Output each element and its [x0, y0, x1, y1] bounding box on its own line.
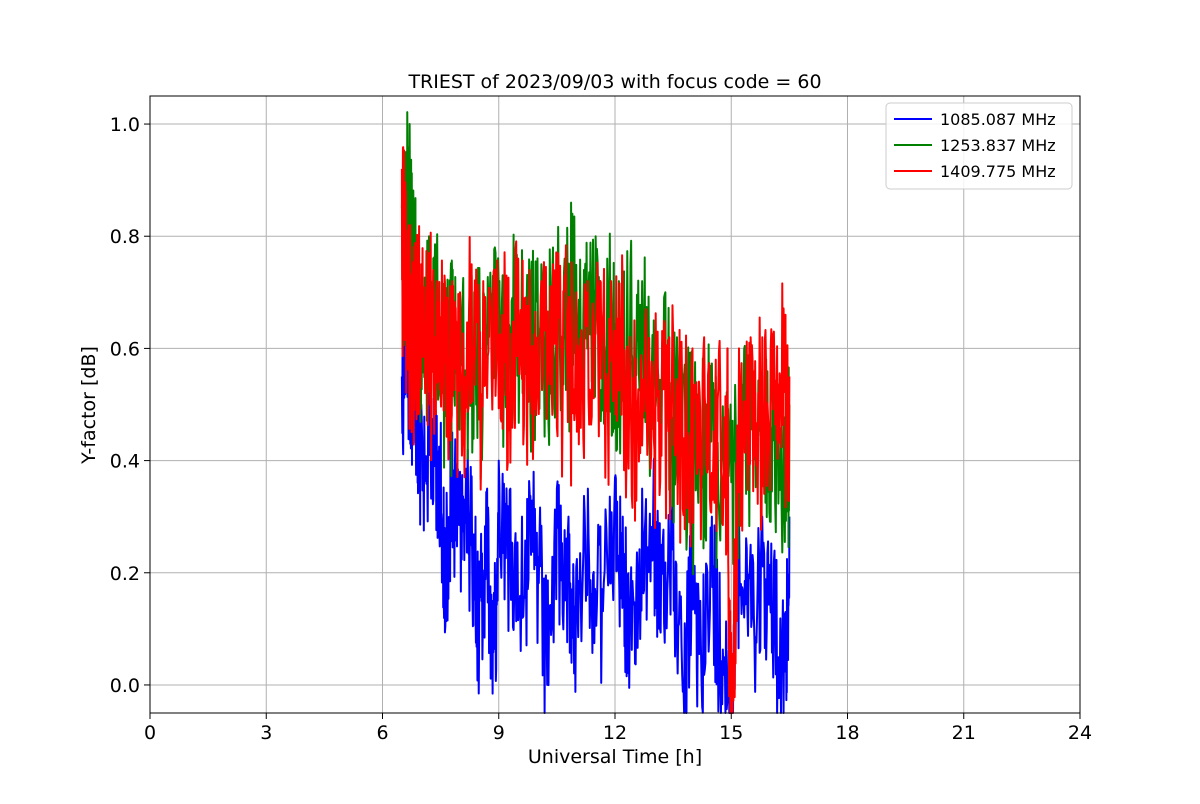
x-tick-label: 24	[1068, 722, 1092, 744]
x-tick-label: 12	[603, 722, 627, 744]
x-tick-label: 0	[144, 722, 156, 744]
y-tick-label: 0.0	[110, 675, 140, 697]
x-axis-label: Universal Time [h]	[528, 746, 702, 768]
x-tick-label: 6	[376, 722, 388, 744]
legend-box	[885, 102, 1073, 190]
x-tick-label: 21	[952, 722, 976, 744]
legend: 1085.087 MHz 1253.837 MHz 1409.775 MHz	[885, 102, 1073, 190]
chart-title: TRIEST of 2023/09/03 with focus code = 6…	[407, 71, 821, 93]
y-tick-label: 0.6	[110, 338, 140, 360]
legend-label: 1253.837 MHz	[940, 136, 1056, 155]
y-tick-label: 1.0	[110, 114, 140, 136]
x-tick-label: 15	[719, 722, 743, 744]
x-tick-label: 18	[835, 722, 859, 744]
y-tick-label: 0.2	[110, 563, 140, 585]
legend-label: 1085.087 MHz	[940, 110, 1056, 129]
y-tick-label: 0.4	[110, 451, 140, 473]
x-tick-label: 9	[493, 722, 505, 744]
y-axis-ticks: 0.0 0.2 0.4 0.6 0.8 1.0	[110, 114, 150, 697]
series-lines	[400, 111, 791, 714]
legend-label: 1409.775 MHz	[940, 162, 1056, 181]
x-axis-ticks: 0 3 6 9 12 15 18 21 24	[144, 713, 1092, 744]
y-axis-label: Y-factor [dB]	[78, 346, 100, 465]
x-tick-label: 3	[260, 722, 272, 744]
series-line-3	[400, 146, 791, 714]
y-tick-label: 0.8	[110, 226, 140, 248]
